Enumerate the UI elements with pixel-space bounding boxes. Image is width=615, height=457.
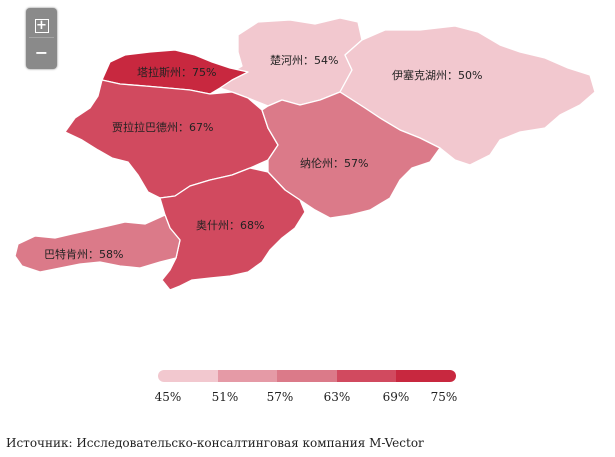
kyrgyzstan-map: 塔拉斯州：75% 楚河州：54% 伊塞克湖州：50% 贾拉拉巴德州：67% 纳伦… bbox=[14, 17, 596, 291]
legend-bar bbox=[158, 370, 456, 382]
zoom-in-button[interactable]: + bbox=[29, 11, 54, 38]
legend-segment bbox=[217, 370, 278, 382]
label-batken: 巴特肯州：58% bbox=[44, 247, 123, 261]
legend-segment bbox=[277, 370, 337, 382]
region-batken[interactable] bbox=[14, 214, 181, 273]
zoom-out-icon: − bbox=[34, 43, 49, 62]
region-osh[interactable] bbox=[159, 167, 306, 291]
label-naryn: 纳伦州：57% bbox=[300, 156, 368, 170]
legend-ticks: 45% 51% 57% 63% 69% 75% bbox=[154, 390, 458, 404]
legend-tick: 57% bbox=[266, 390, 294, 404]
zoom-in-icon: + bbox=[34, 18, 49, 33]
label-issykkul: 伊塞克湖州：50% bbox=[392, 68, 482, 82]
label-osh: 奥什州：68% bbox=[196, 218, 264, 232]
legend-tick: 75% bbox=[430, 390, 458, 404]
label-talas: 塔拉斯州：75% bbox=[137, 65, 216, 79]
legend-segment bbox=[396, 370, 456, 382]
legend-tick: 51% bbox=[211, 390, 239, 404]
legend-tick: 69% bbox=[382, 390, 410, 404]
source-note: Источник: Исследовательско-консалтингова… bbox=[6, 436, 424, 450]
label-chuy: 楚河州：54% bbox=[270, 53, 338, 67]
label-jalalabad: 贾拉拉巴德州：67% bbox=[112, 120, 213, 134]
legend-segment bbox=[336, 370, 397, 382]
color-legend: 45% 51% 57% 63% 69% 75% bbox=[155, 370, 457, 404]
legend-tick: 45% bbox=[154, 390, 182, 404]
region-naryn[interactable] bbox=[261, 91, 441, 219]
legend-tick: 63% bbox=[323, 390, 351, 404]
legend-segment bbox=[158, 370, 218, 382]
zoom-control: + − bbox=[26, 8, 57, 69]
zoom-out-button[interactable]: − bbox=[29, 40, 54, 66]
